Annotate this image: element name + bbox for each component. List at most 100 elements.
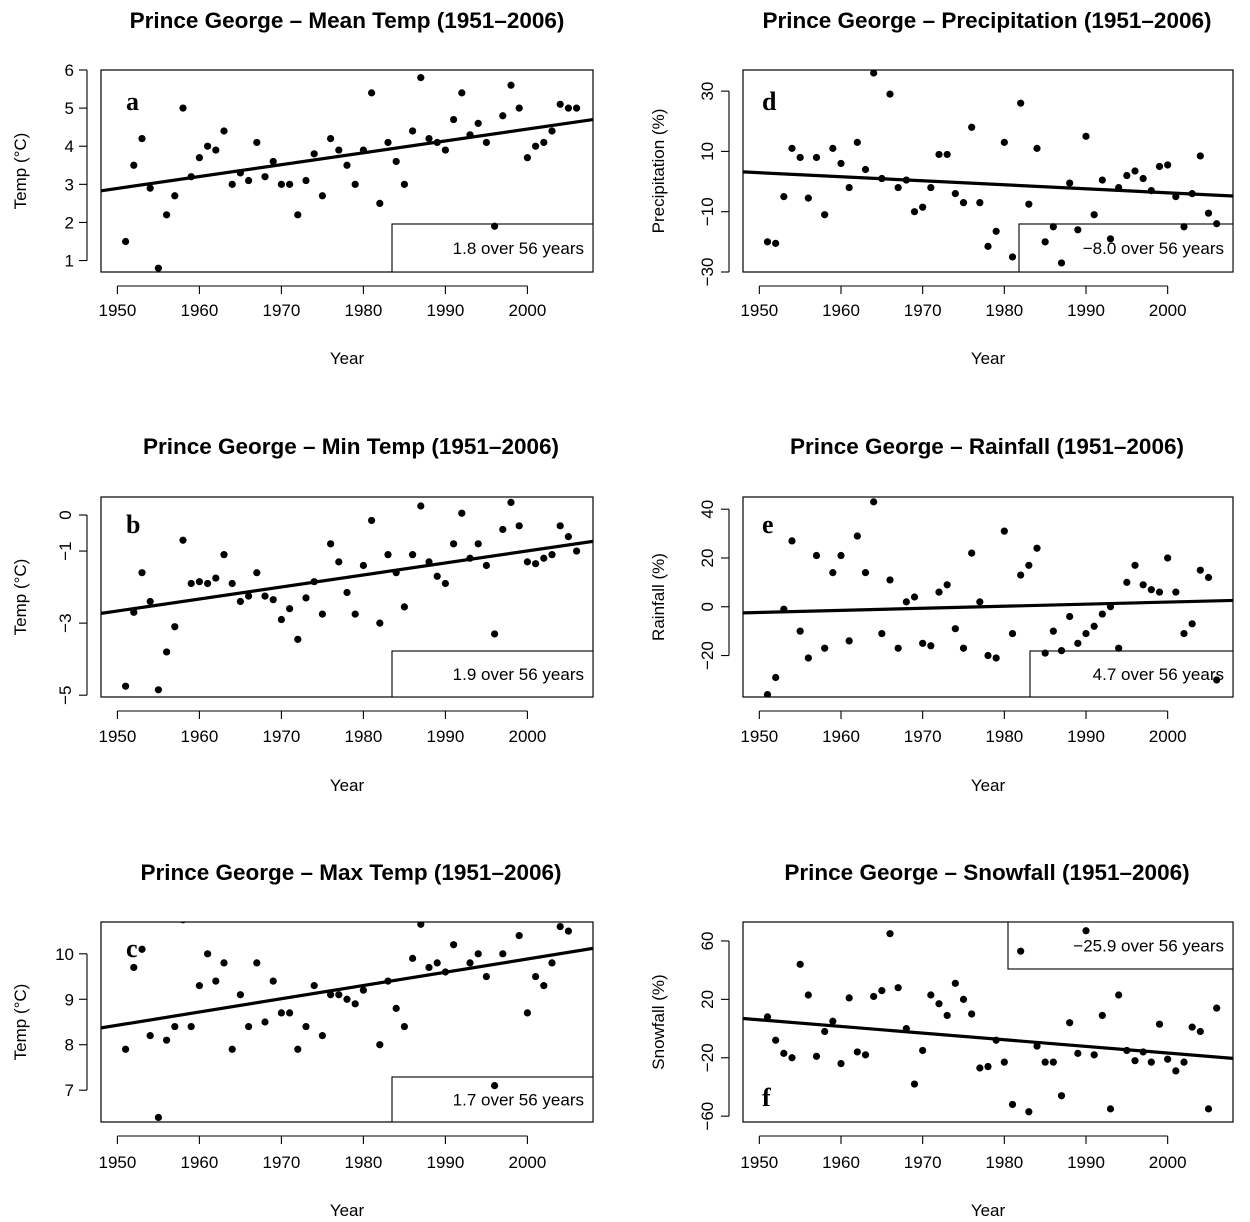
y-axis-title: Temp (°C) bbox=[11, 133, 30, 210]
data-point bbox=[943, 581, 951, 589]
data-point bbox=[1008, 1100, 1017, 1109]
data-point bbox=[1188, 190, 1196, 198]
x-tick-label: 1980 bbox=[985, 727, 1023, 746]
data-point bbox=[253, 138, 261, 147]
data-point bbox=[228, 579, 236, 588]
data-point bbox=[1082, 927, 1090, 935]
data-point bbox=[951, 979, 959, 987]
data-point bbox=[245, 1022, 253, 1031]
data-point bbox=[433, 959, 441, 967]
x-tick-label: 1960 bbox=[822, 727, 860, 746]
chart-panel-b: Prince George – Min Temp (1951–2006) 1950… bbox=[11, 434, 594, 795]
data-point bbox=[1033, 1042, 1041, 1050]
data-point bbox=[154, 1113, 162, 1122]
data-point bbox=[474, 119, 482, 127]
data-point bbox=[1172, 588, 1180, 596]
y-tick-label: 30 bbox=[698, 82, 717, 101]
data-point bbox=[992, 1036, 1000, 1044]
y-tick-label: 20 bbox=[698, 990, 717, 1009]
data-point bbox=[180, 922, 186, 924]
data-point bbox=[368, 909, 375, 916]
data-point bbox=[870, 992, 878, 1001]
x-tick-label: 1950 bbox=[98, 301, 136, 320]
data-point bbox=[228, 180, 236, 188]
data-point bbox=[318, 192, 326, 200]
data-point bbox=[327, 991, 335, 999]
data-point bbox=[376, 1041, 384, 1049]
data-point bbox=[984, 651, 992, 660]
data-point bbox=[1057, 647, 1066, 655]
data-point bbox=[927, 991, 935, 999]
data-point bbox=[902, 1024, 910, 1033]
data-point bbox=[1041, 649, 1049, 657]
data-point bbox=[433, 138, 441, 147]
data-point bbox=[277, 1009, 285, 1017]
data-point bbox=[1017, 571, 1025, 579]
data-point bbox=[1147, 1058, 1155, 1066]
data-point bbox=[1204, 1105, 1213, 1113]
x-tick-label: 1970 bbox=[262, 1153, 300, 1172]
data-point bbox=[204, 142, 212, 150]
data-point bbox=[236, 991, 244, 999]
data-point bbox=[212, 146, 220, 154]
data-point bbox=[409, 954, 417, 962]
data-point bbox=[220, 127, 228, 135]
data-point bbox=[499, 525, 507, 534]
data-point bbox=[245, 176, 253, 185]
chart-title: Prince George – Snowfall (1951–2006) bbox=[784, 860, 1189, 885]
plot-frame bbox=[742, 496, 1234, 698]
data-point bbox=[837, 1060, 845, 1068]
x-tick-label: 1980 bbox=[985, 301, 1023, 320]
chart-title: Prince George – Min Temp (1951–2006) bbox=[143, 434, 559, 459]
x-tick-label: 1970 bbox=[904, 727, 942, 746]
plot-area bbox=[743, 70, 1233, 272]
data-point bbox=[1025, 1108, 1033, 1116]
y-tick-label: 40 bbox=[698, 500, 717, 519]
data-point bbox=[1188, 1023, 1196, 1031]
trend-line bbox=[101, 539, 593, 615]
data-point bbox=[532, 142, 540, 150]
plot-frame bbox=[100, 69, 594, 273]
data-point bbox=[269, 596, 277, 604]
y-tick-label: 3 bbox=[65, 175, 74, 194]
data-point bbox=[796, 627, 804, 635]
data-point bbox=[788, 1054, 796, 1062]
data-point bbox=[935, 150, 943, 159]
y-tick-label: 6 bbox=[65, 61, 74, 80]
data-point bbox=[1172, 193, 1180, 201]
data-point bbox=[870, 498, 878, 506]
data-point bbox=[130, 608, 138, 616]
data-point bbox=[466, 959, 474, 967]
data-point bbox=[1000, 527, 1008, 535]
data-point bbox=[1164, 161, 1172, 169]
x-axis-title: Year bbox=[330, 776, 365, 795]
data-point bbox=[829, 1017, 837, 1025]
data-point bbox=[458, 909, 465, 916]
data-point bbox=[171, 192, 179, 200]
trend-annotation: 1.9 over 56 years bbox=[453, 665, 584, 684]
data-point bbox=[228, 1045, 236, 1053]
data-point bbox=[894, 984, 902, 992]
data-point bbox=[1098, 176, 1106, 184]
data-point bbox=[474, 950, 482, 958]
panel-label: c bbox=[126, 934, 138, 963]
data-point bbox=[318, 610, 326, 618]
data-point bbox=[441, 579, 449, 588]
data-point bbox=[861, 1051, 870, 1059]
data-point bbox=[861, 165, 870, 174]
annotation-box bbox=[391, 650, 593, 697]
data-point bbox=[812, 153, 821, 162]
data-point bbox=[302, 594, 310, 602]
data-point bbox=[919, 203, 927, 211]
data-point bbox=[154, 686, 162, 694]
y-tick-label: −60 bbox=[698, 1102, 717, 1131]
data-point bbox=[532, 560, 540, 568]
data-point bbox=[1139, 174, 1147, 183]
data-point bbox=[269, 157, 277, 166]
data-point bbox=[400, 180, 408, 188]
x-tick-label: 1960 bbox=[822, 1153, 860, 1172]
data-point bbox=[392, 569, 400, 577]
data-point bbox=[236, 597, 244, 606]
x-tick-label: 1950 bbox=[98, 727, 136, 746]
